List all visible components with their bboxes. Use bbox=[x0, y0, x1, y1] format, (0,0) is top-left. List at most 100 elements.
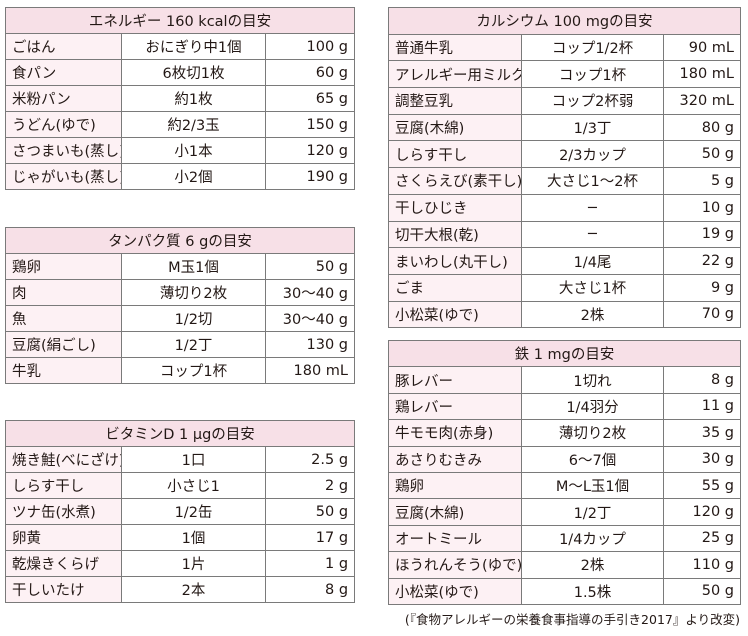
food-portion-cell: 1.5株 bbox=[521, 577, 664, 605]
food-amount-cell: 25 g bbox=[663, 524, 741, 553]
vitamin-d-table: ビタミンD 1 μgの目安 焼き鮭(べにざけ) 1口 2.5 g しらす干し 小さじ1 2 … bbox=[4, 420, 356, 603]
food-portion-cell: 1/3丁 bbox=[521, 113, 664, 142]
food-portion-cell: 1/4尾 bbox=[521, 247, 664, 275]
food-portion-cell: 約2/3玉 bbox=[121, 111, 266, 138]
food-name-cell: アレルギー用ミルク bbox=[388, 60, 522, 89]
food-portion-cell: 1/2丁 bbox=[521, 498, 664, 526]
food-amount-cell: 30〜40 g bbox=[265, 279, 355, 306]
food-name-cell: しらす干し bbox=[388, 140, 522, 169]
food-name-cell: オートミール bbox=[388, 524, 522, 553]
food-portion-cell: 小2個 bbox=[121, 163, 266, 190]
food-portion-cell: 6〜7個 bbox=[521, 445, 664, 473]
food-name-cell: 豆腐(絹ごし) bbox=[5, 331, 122, 358]
table-row: 食パン 6枚切1枚 60 g bbox=[5, 59, 355, 86]
food-name-cell: ごはん bbox=[5, 33, 122, 60]
food-name-cell: 米粉パン bbox=[5, 85, 122, 112]
table-row: ごま 大さじ1杯 9 g bbox=[388, 273, 741, 302]
table-row: さくらえび(素干し) 大さじ1〜2杯 5 g bbox=[388, 167, 741, 195]
table-row: ツナ缶(水煮) 1/2缶 50 g bbox=[5, 498, 356, 525]
table-title: 鉄 1 mgの目安 bbox=[388, 339, 741, 368]
food-portion-cell: 2株 bbox=[521, 300, 664, 329]
table-row: アレルギー用ミルク コップ1杯 180 mL bbox=[388, 60, 741, 89]
table-row: 豆腐(木綿) 1/3丁 80 g bbox=[388, 113, 741, 142]
food-amount-cell: 9 g bbox=[663, 273, 741, 302]
food-portion-cell: 小さじ1 bbox=[121, 472, 266, 499]
food-name-cell: 食パン bbox=[5, 59, 122, 86]
source-note: (『食物アレルギーの栄養食事指導の手引き2017』より改変) bbox=[404, 612, 740, 627]
iron-table: 鉄 1 mgの目安 豚レバー 1切れ 8 g 鶏レバー 1/4羽分 11 g 牛モモ肉(赤身)… bbox=[388, 339, 741, 605]
table-row: じゃがいも(蒸し) 小2個 190 g bbox=[5, 163, 355, 190]
calcium-table: カルシウム 100 mgの目安 普通牛乳 コップ1/2杯 90 mL アレルギー用ミルク… bbox=[388, 7, 741, 329]
food-amount-cell: 5 g bbox=[663, 167, 741, 195]
food-portion-cell: − bbox=[521, 193, 664, 222]
table-title: カルシウム 100 mgの目安 bbox=[388, 7, 741, 35]
table-row: しらす干し 2/3カップ 50 g bbox=[388, 140, 741, 169]
table-header-row: カルシウム 100 mgの目安 bbox=[388, 7, 741, 35]
table-row: ほうれんそう(ゆで) 2株 110 g bbox=[388, 551, 741, 579]
food-name-cell: しらす干し bbox=[5, 472, 122, 499]
table-header-row: タンパク質 6 gの目安 bbox=[5, 227, 355, 254]
food-name-cell: ごま bbox=[388, 273, 522, 302]
food-amount-cell: 190 g bbox=[265, 163, 355, 190]
food-portion-cell: 2株 bbox=[521, 551, 664, 579]
food-portion-cell: おにぎり中1個 bbox=[121, 33, 266, 60]
table-row: 乾燥きくらげ 1片 1 g bbox=[5, 550, 356, 577]
food-name-cell: 干しひじき bbox=[388, 193, 522, 222]
table-row: 魚 1/2切 30〜40 g bbox=[5, 305, 355, 332]
food-name-cell: 魚 bbox=[5, 305, 122, 332]
table-row: 豆腐(木綿) 1/2丁 120 g bbox=[388, 498, 741, 526]
food-name-cell: ツナ缶(水煮) bbox=[5, 498, 122, 525]
table-row: 焼き鮭(べにざけ) 1口 2.5 g bbox=[5, 446, 356, 473]
food-portion-cell: 1口 bbox=[121, 446, 266, 473]
food-portion-cell: コップ1杯 bbox=[121, 357, 266, 384]
food-amount-cell: 180 mL bbox=[663, 60, 741, 89]
table-row: しらす干し 小さじ1 2 g bbox=[5, 472, 356, 499]
table-row: 肉薄切り2枚 30〜40 g bbox=[5, 279, 355, 306]
food-amount-cell: 2.5 g bbox=[264, 446, 356, 473]
food-amount-cell: 80 g bbox=[663, 113, 741, 142]
table-row: 干しいたけ 2本 8 g bbox=[5, 576, 356, 603]
food-amount-cell: 50 g bbox=[663, 140, 741, 169]
food-name-cell: 鶏卵 bbox=[388, 471, 522, 500]
food-amount-cell: 150 g bbox=[265, 111, 355, 138]
food-portion-cell: 1/4カップ bbox=[521, 524, 664, 553]
table-row: 干しひじき −10 g bbox=[388, 193, 741, 222]
food-name-cell: 小松菜(ゆで) bbox=[388, 577, 522, 605]
food-name-cell: うどん(ゆで) bbox=[5, 111, 122, 138]
food-portion-cell: 1/2缶 bbox=[121, 498, 266, 525]
food-portion-cell: 6枚切1枚 bbox=[121, 59, 266, 86]
food-portion-cell: 薄切り2枚 bbox=[121, 279, 266, 306]
food-amount-cell: 2 g bbox=[264, 472, 356, 499]
food-portion-cell: 2本 bbox=[121, 576, 266, 603]
food-portion-cell: 小1本 bbox=[121, 137, 266, 164]
food-amount-cell: 320 mL bbox=[663, 87, 741, 115]
table-row: 普通牛乳 コップ1/2杯 90 mL bbox=[388, 33, 741, 62]
table-header-row: ビタミンD 1 μgの目安 bbox=[4, 420, 356, 447]
food-amount-cell: 55 g bbox=[663, 471, 741, 500]
table-row: 鶏卵 M玉1個 50 g bbox=[5, 253, 355, 280]
food-amount-cell: 50 g bbox=[265, 253, 355, 280]
food-amount-cell: 120 g bbox=[265, 137, 355, 164]
food-amount-cell: 50 g bbox=[663, 577, 741, 605]
food-portion-cell: コップ1杯 bbox=[521, 60, 664, 89]
table-row: 小松菜(ゆで) 2株 70 g bbox=[388, 300, 741, 329]
food-amount-cell: 50 g bbox=[264, 498, 356, 525]
table-row: 牛モモ肉(赤身) 薄切り2枚 35 g bbox=[388, 419, 741, 447]
table-row: 卵黄 1個 17 g bbox=[5, 524, 356, 551]
food-name-cell: 牛乳 bbox=[5, 357, 122, 384]
food-name-cell: 豆腐(木綿) bbox=[388, 498, 522, 526]
food-amount-cell: 180 mL bbox=[265, 357, 355, 384]
food-name-cell: 鶏卵 bbox=[5, 253, 122, 280]
food-amount-cell: 35 g bbox=[663, 419, 741, 447]
food-name-cell: 乾燥きくらげ bbox=[5, 550, 122, 577]
food-amount-cell: 22 g bbox=[663, 247, 741, 275]
food-name-cell: 鶏レバー bbox=[388, 392, 522, 421]
food-name-cell: 小松菜(ゆで) bbox=[388, 300, 522, 329]
food-amount-cell: 60 g bbox=[265, 59, 355, 86]
food-amount-cell: 11 g bbox=[663, 392, 741, 421]
food-name-cell: ほうれんそう(ゆで) bbox=[388, 551, 522, 579]
food-amount-cell: 8 g bbox=[264, 576, 356, 603]
food-name-cell: 豚レバー bbox=[388, 366, 522, 394]
food-amount-cell: 70 g bbox=[663, 300, 741, 329]
food-name-cell: 卵黄 bbox=[5, 524, 122, 551]
